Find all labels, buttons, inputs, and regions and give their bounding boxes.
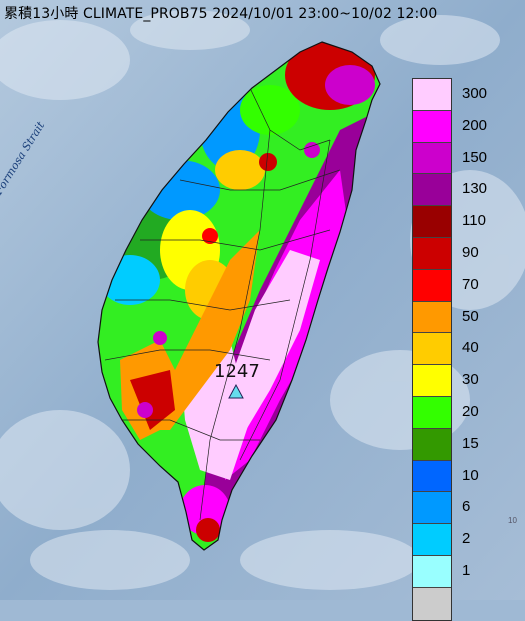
legend-label: 300 (462, 85, 488, 102)
legend-swatch (413, 460, 451, 493)
legend-label: 90 (462, 244, 479, 261)
legend-label: 6 (462, 498, 471, 516)
legend-label: 200 (462, 116, 488, 134)
triangle-icon (228, 383, 244, 399)
legend-swatch (413, 174, 451, 207)
legend-swatch (413, 587, 451, 620)
legend-swatch (413, 524, 451, 556)
legend-label: 110 (462, 212, 486, 230)
legend-label: 10 (462, 466, 479, 484)
legend-swatch (413, 365, 451, 397)
legend-swatch (413, 79, 451, 111)
legend-swatch (413, 206, 451, 238)
station-value: 1247 (214, 361, 260, 382)
legend-swatch (413, 396, 451, 429)
legend-swatch (413, 555, 451, 588)
legend-label: 15 (462, 434, 479, 452)
legend-swatch (413, 237, 451, 270)
legend-color-bar (412, 78, 452, 621)
legend-swatch (413, 492, 451, 525)
legend-label: 1 (462, 562, 471, 579)
legend-swatch (413, 333, 451, 366)
legend-swatch (413, 142, 451, 175)
map-title: 累積13小時 CLIMATE_PROB75 2024/10/01 23:00~1… (4, 6, 438, 22)
legend-label: 70 (462, 275, 479, 293)
legend-label: 130 (462, 180, 488, 198)
legend-swatch (413, 428, 451, 461)
legend-label: 40 (462, 339, 479, 357)
legend-label: 30 (462, 371, 479, 389)
legend-swatch (413, 269, 451, 302)
legend-label: 150 (462, 148, 488, 166)
corner-note: 10 (508, 516, 517, 525)
legend-swatch (413, 110, 451, 143)
legend-swatch (413, 301, 451, 334)
legend-label: 50 (462, 307, 479, 325)
legend-label: 2 (462, 530, 471, 548)
legend-label: 20 (462, 403, 479, 420)
